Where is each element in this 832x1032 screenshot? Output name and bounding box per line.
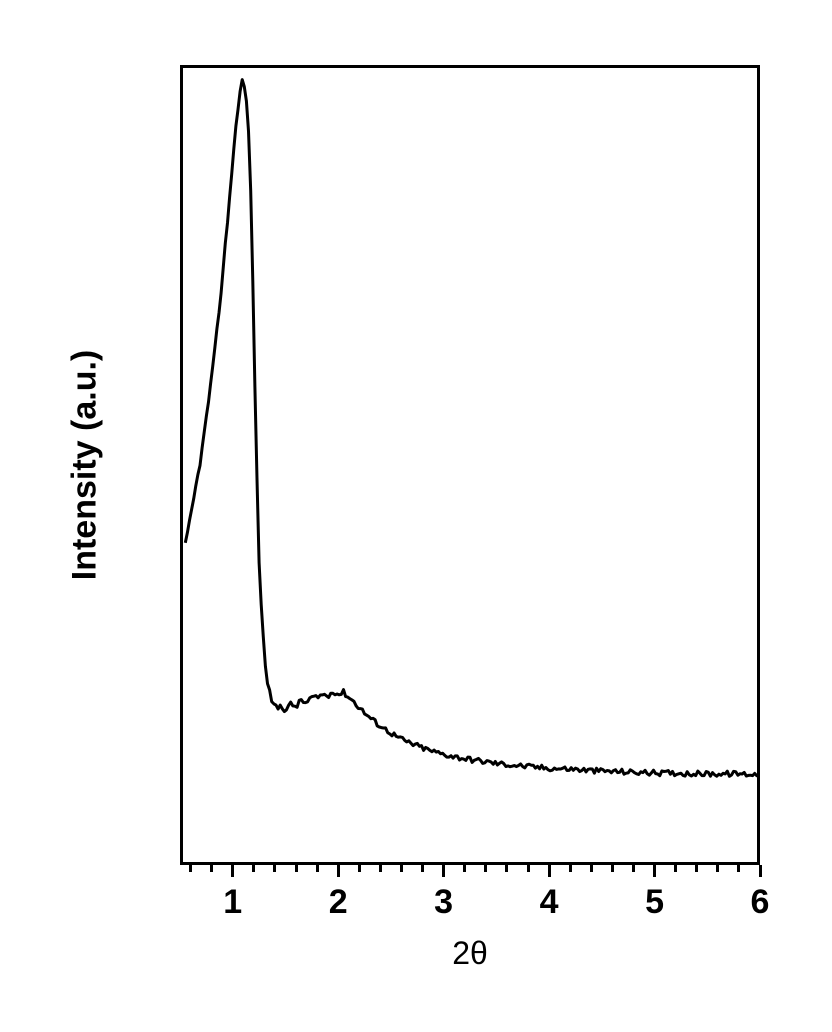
x-tick-label: 5 [645,883,664,922]
intensity-curve [50,50,782,982]
x-tick-label: 3 [434,883,453,922]
x-tick-label: 1 [223,883,242,922]
x-tick-label: 2 [329,883,348,922]
x-tick-label: 4 [540,883,559,922]
xrd-chart: Intensity (a.u.) 2θ 123456 [50,50,782,982]
x-tick-label: 6 [751,883,770,922]
